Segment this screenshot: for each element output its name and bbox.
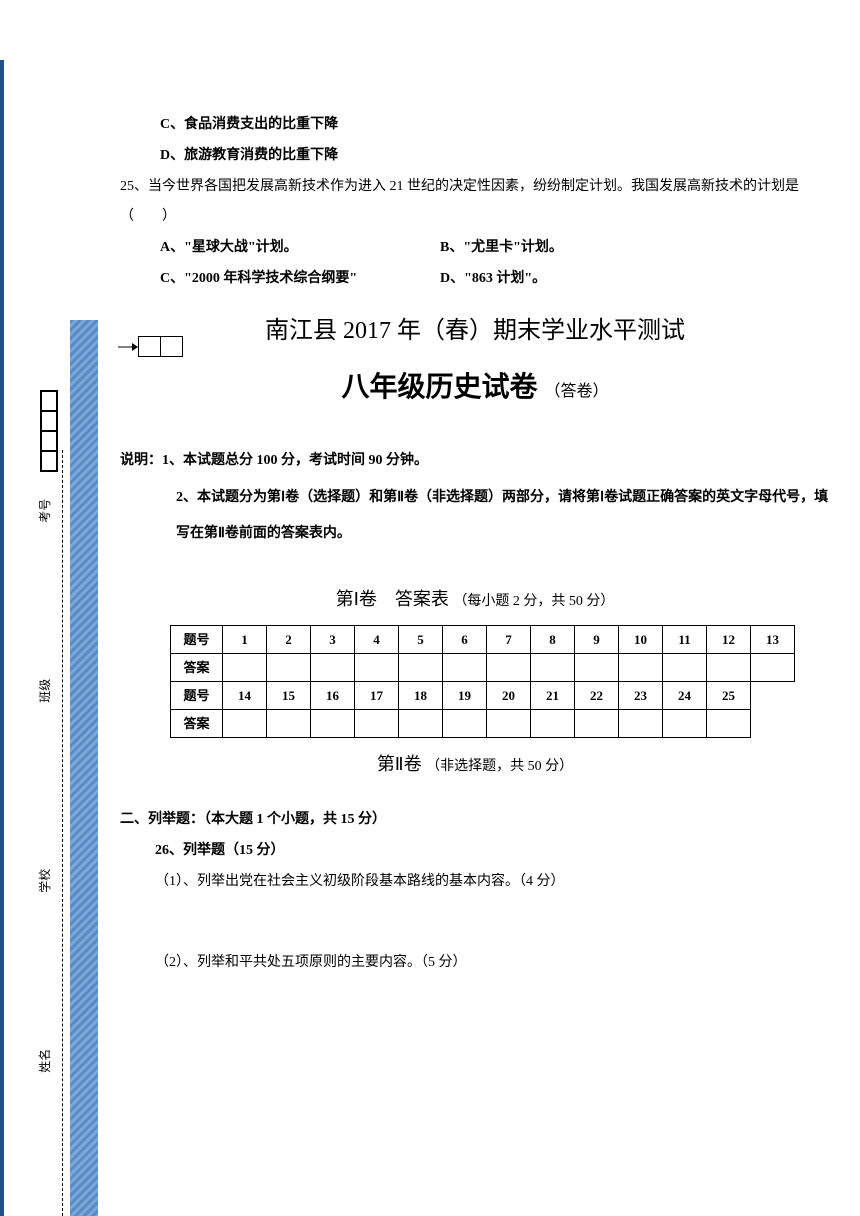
answer-cell[interactable] <box>443 653 487 681</box>
arrow-indicator <box>118 336 183 357</box>
cell: 15 <box>267 681 311 709</box>
q24-option-c: C、食品消费支出的比重下降 <box>160 110 830 141</box>
main-content: C、食品消费支出的比重下降 D、旅游教育消费的比重下降 25、当今世界各国把发展… <box>120 0 830 979</box>
section1-title-text: 第Ⅰ卷 答案表 <box>336 589 449 609</box>
question-26-1: （1）、列举出党在社会主义初级阶段基本路线的基本内容。（4 分） <box>155 867 830 898</box>
cell: 4 <box>355 625 399 653</box>
answer-cell[interactable] <box>619 709 663 737</box>
answer-cell[interactable] <box>399 709 443 737</box>
row2-label: 答案 <box>171 653 223 681</box>
cell: 23 <box>619 681 663 709</box>
answer-cell[interactable] <box>223 653 267 681</box>
section2-title-text: 第Ⅱ卷 <box>377 754 422 774</box>
answer-table: 题号 1 2 3 4 5 6 7 8 9 10 11 12 13 答案 <box>170 625 795 738</box>
cell: 24 <box>663 681 707 709</box>
answer-cell[interactable] <box>311 709 355 737</box>
answer-cell[interactable] <box>487 653 531 681</box>
answer-cell[interactable] <box>663 653 707 681</box>
table-row: 题号 1 2 3 4 5 6 7 8 9 10 11 12 13 <box>171 625 795 653</box>
section2-note: （非选择题，共 50 分） <box>426 759 573 774</box>
cell: 8 <box>531 625 575 653</box>
side-vertical-boxes <box>40 390 58 472</box>
answer-cell[interactable] <box>531 653 575 681</box>
side-label-class: 班级 <box>35 679 57 703</box>
cell: 16 <box>311 681 355 709</box>
side-dashed-line <box>62 450 63 1216</box>
side-label-name: 姓名 <box>35 1049 57 1073</box>
instructions-line2: 2、本试题分为第Ⅰ卷（选择题）和第Ⅱ卷（非选择题）两部分，请将第Ⅰ卷试题正确答案… <box>176 480 830 553</box>
answer-cell[interactable] <box>531 709 575 737</box>
cell: 11 <box>663 625 707 653</box>
cell: 14 <box>223 681 267 709</box>
section2-title: 第Ⅱ卷 （非选择题，共 50 分） <box>120 748 830 780</box>
q25-option-c: C、"2000 年科学技术综合纲要" <box>160 264 440 295</box>
cell: 3 <box>311 625 355 653</box>
cell: 20 <box>487 681 531 709</box>
cell: 7 <box>487 625 531 653</box>
answer-cell[interactable] <box>355 653 399 681</box>
exam-sub-big: 八年级历史试卷 <box>341 372 537 403</box>
answer-cell[interactable] <box>355 709 399 737</box>
q25-option-d: D、"863 计划"。 <box>440 264 546 295</box>
empty-cell <box>751 681 795 709</box>
answer-cell[interactable] <box>575 709 619 737</box>
question-25: 25、当今世界各国把发展高新技术作为进入 21 世纪的决定性因素，纷纷制定计划。… <box>120 172 830 234</box>
section1-title: 第Ⅰ卷 答案表 （每小题 2 分，共 50 分） <box>120 583 830 615</box>
instructions-block: 说明：1、本试题总分 100 分，考试时间 90 分钟。 2、本试题分为第Ⅰ卷（… <box>120 443 830 552</box>
cell: 6 <box>443 625 487 653</box>
answer-cell[interactable] <box>443 709 487 737</box>
answer-cell[interactable] <box>663 709 707 737</box>
section2-heading: 二、列举题：（本大题 1 个小题，共 15 分） <box>120 805 830 836</box>
answer-cell[interactable] <box>707 653 751 681</box>
question-26: 26、列举题（15 分） <box>155 836 830 867</box>
instructions-label: 说明： <box>120 453 162 468</box>
q25-option-a: A、"星球大战"计划。 <box>160 233 440 264</box>
answer-cell[interactable] <box>267 653 311 681</box>
side-label-school: 学校 <box>35 869 57 893</box>
cell: 22 <box>575 681 619 709</box>
cell: 25 <box>707 681 751 709</box>
cell: 18 <box>399 681 443 709</box>
answer-cell[interactable] <box>399 653 443 681</box>
answer-cell[interactable] <box>487 709 531 737</box>
q25-row2: C、"2000 年科学技术综合纲要" D、"863 计划"。 <box>160 264 830 295</box>
cell: 2 <box>267 625 311 653</box>
side-label-exam-id: 考号 <box>35 499 57 523</box>
answer-cell[interactable] <box>267 709 311 737</box>
cell: 21 <box>531 681 575 709</box>
cell: 17 <box>355 681 399 709</box>
row4-label: 答案 <box>171 709 223 737</box>
answer-cell[interactable] <box>751 653 795 681</box>
row3-label: 题号 <box>171 681 223 709</box>
answer-cell[interactable] <box>575 653 619 681</box>
q25-row1: A、"星球大战"计划。 B、"尤里卡"计划。 <box>160 233 830 264</box>
cell: 13 <box>751 625 795 653</box>
q24-option-d: D、旅游教育消费的比重下降 <box>160 141 830 172</box>
table-row: 答案 <box>171 709 795 737</box>
cell: 10 <box>619 625 663 653</box>
cell: 1 <box>223 625 267 653</box>
cell: 5 <box>399 625 443 653</box>
answer-cell[interactable] <box>619 653 663 681</box>
cell: 12 <box>707 625 751 653</box>
instructions-line1: 1、本试题总分 100 分，考试时间 90 分钟。 <box>162 453 428 468</box>
cell: 9 <box>575 625 619 653</box>
question-26-2: （2）、列举和平共处五项原则的主要内容。（5 分） <box>155 948 830 979</box>
exam-sub-title: 八年级历史试卷 （答卷） <box>120 363 830 413</box>
section1-note: （每小题 2 分，共 50 分） <box>453 594 614 609</box>
empty-cell <box>751 709 795 737</box>
row1-label: 题号 <box>171 625 223 653</box>
q25-option-b: B、"尤里卡"计划。 <box>440 233 563 264</box>
answer-cell[interactable] <box>311 653 355 681</box>
left-blue-bar <box>0 60 4 1216</box>
side-pattern-strip <box>70 320 98 1216</box>
cell: 19 <box>443 681 487 709</box>
table-row: 答案 <box>171 653 795 681</box>
answer-cell[interactable] <box>707 709 751 737</box>
exam-main-title: 南江县 2017 年（春）期末学业水平测试 <box>120 310 830 353</box>
answer-cell[interactable] <box>223 709 267 737</box>
exam-sub-small: （答卷） <box>545 383 609 400</box>
table-row: 题号 14 15 16 17 18 19 20 21 22 23 24 25 <box>171 681 795 709</box>
